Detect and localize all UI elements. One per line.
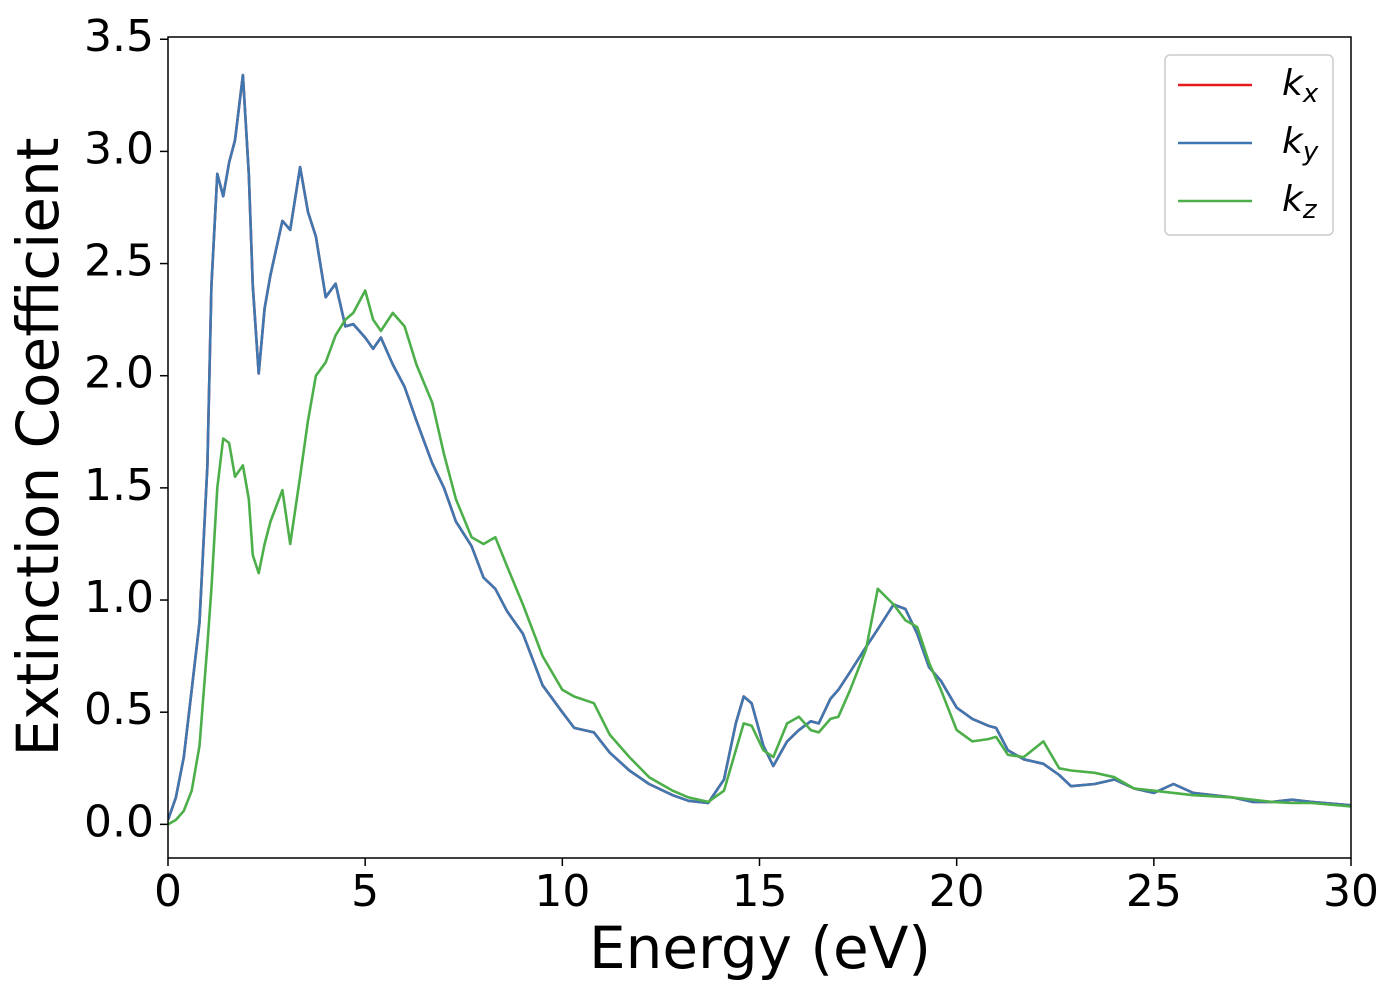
legend-label: ky — [1282, 121, 1319, 167]
y-tick-label: 1.5 — [84, 460, 154, 511]
x-tick-label: 10 — [534, 866, 590, 917]
legend-box — [1164, 54, 1334, 236]
x-axis-label: Energy (eV) — [589, 914, 931, 982]
x-tick-label: 0 — [154, 866, 182, 917]
y-axis-label: Extinction Coefficient — [4, 138, 72, 757]
y-tick-label: 2.5 — [84, 236, 154, 287]
x-tick-label: 30 — [1323, 866, 1379, 917]
y-tick-label: 1.0 — [84, 572, 154, 623]
x-tick-label: 25 — [1126, 866, 1182, 917]
x-tick-label: 15 — [732, 866, 788, 917]
plot-frame — [167, 36, 1352, 859]
x-tick-label: 5 — [351, 866, 379, 917]
legend-label: kx — [1282, 63, 1319, 109]
y-tick-label: 3.0 — [84, 123, 154, 174]
y-tick-label: 0.5 — [84, 684, 154, 735]
legend-label: kz — [1282, 179, 1318, 225]
data-line — [168, 73, 1351, 821]
y-tick-label: 2.0 — [84, 348, 154, 399]
y-tick-label: 3.5 — [84, 11, 154, 62]
y-tick-label: 0.0 — [84, 796, 154, 847]
data-line — [168, 289, 1351, 826]
x-tick-label: 20 — [929, 866, 985, 917]
